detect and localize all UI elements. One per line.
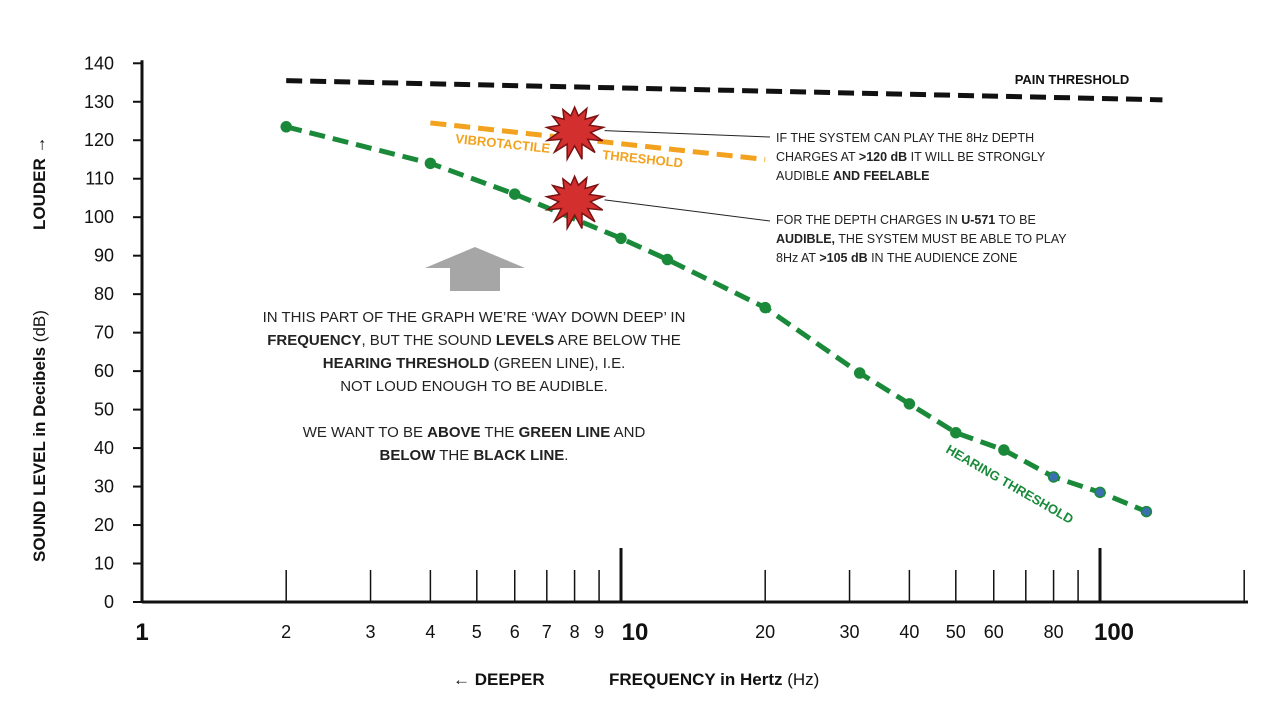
note-105-text: IN THE AUDIENCE ZONE	[867, 251, 1018, 265]
y-tick-label: 50	[94, 400, 114, 420]
starburst-120db-icon	[544, 105, 607, 162]
note-105-value: >105 dB	[819, 251, 868, 265]
data-point	[661, 253, 674, 266]
center-emph: LEVELS	[495, 332, 555, 349]
note-105-text: 8Hz AT	[776, 251, 820, 265]
center-emph: GREEN LINE	[518, 424, 611, 441]
data-point	[853, 367, 866, 379]
x-tick-label: 30	[840, 622, 860, 642]
x-tick-label: 80	[1044, 622, 1064, 642]
center-text: (GREEN LINE), I.E.	[489, 355, 626, 372]
note-105-text: FOR THE DEPTH CHARGES IN	[776, 213, 962, 227]
axes	[133, 60, 1248, 604]
starburst-105db-icon	[544, 174, 607, 232]
x-tick-label: 4	[425, 622, 435, 642]
data-point	[1140, 505, 1153, 518]
center-line4: NOT LOUD ENOUGH TO BE AUDIBLE.	[340, 378, 608, 395]
data-point	[950, 426, 962, 439]
data-point	[903, 398, 916, 410]
x-tick-label: 40	[899, 622, 919, 642]
y-tick-label: 120	[84, 130, 114, 150]
x-tick-label: 20	[755, 622, 775, 642]
data-point	[424, 157, 437, 170]
x-tick-label: 5	[472, 622, 482, 642]
note-120-emph: AND FEELABLE	[832, 169, 930, 183]
x-tick-label: 9	[594, 622, 604, 642]
louder-label: LOUDER →	[30, 137, 49, 231]
x-tick-label: 8	[570, 622, 580, 642]
note-120-line1: IF THE SYSTEM CAN PLAY THE 8Hz DEPTH	[776, 131, 1035, 145]
x-tick-label: 6	[510, 622, 520, 642]
note-120db: IF THE SYSTEM CAN PLAY THE 8Hz DEPTH CHA…	[776, 129, 1096, 186]
note-105-film: U-571	[961, 213, 996, 227]
center-text: .	[564, 447, 569, 464]
y-tick-label: 40	[94, 438, 114, 458]
center-emph: BLACK LINE	[473, 447, 565, 464]
center-emph: ABOVE	[427, 424, 481, 441]
note-120-text: AUDIBLE	[776, 169, 833, 183]
pain-threshold-line	[286, 78, 1163, 103]
center-explanation: IN THIS PART OF THE GRAPH WE’RE ‘WAY DOW…	[239, 306, 709, 467]
x-tick-label: 50	[946, 622, 966, 642]
note-105db: FOR THE DEPTH CHARGES IN U-571 TO BE AUD…	[776, 211, 1096, 268]
center-text: AND	[610, 424, 646, 441]
y-axis-label: SOUND LEVEL in Decibels (dB)	[30, 310, 49, 562]
note-120-value: >120 dB	[858, 150, 908, 164]
center-line1: IN THIS PART OF THE GRAPH WE’RE ‘WAY DOW…	[262, 309, 686, 326]
y-tick-label: 0	[104, 592, 114, 612]
x-tick-label: 10	[622, 619, 649, 646]
y-tick-label: 60	[94, 361, 114, 381]
y-tick-label: 140	[84, 53, 114, 73]
leader-lines	[604, 130, 771, 222]
y-tick-label: 100	[84, 207, 114, 227]
center-emph: BELOW	[379, 447, 436, 464]
y-tick-label: 110	[85, 169, 114, 189]
data-point	[759, 301, 771, 314]
data-point	[1094, 486, 1106, 499]
y-tick-label: 90	[94, 246, 114, 266]
center-text: THE	[480, 424, 519, 441]
data-point	[615, 232, 627, 245]
data-point	[1047, 471, 1060, 483]
vibrotactile-threshold-line	[430, 120, 766, 162]
center-text: , BUT THE SOUND	[361, 332, 496, 349]
x-tick-label: 1	[135, 619, 148, 646]
center-text: ARE BELOW THE	[554, 332, 681, 349]
x-tick-label: 7	[542, 622, 552, 642]
pain-threshold-label: PAIN THRESHOLD	[1015, 72, 1130, 87]
y-tick-label: 20	[94, 515, 114, 535]
note-105-emph: AUDIBLE,	[776, 232, 836, 246]
x-tick-labels: 1 2 3 4 5 6 7 8 9 10 20 30 40 50 60 80 100	[135, 619, 1134, 646]
center-emph: FREQUENCY	[267, 332, 362, 349]
note-120-text: CHARGES AT	[776, 150, 859, 164]
leader-line-105	[604, 199, 771, 222]
deeper-label: ← DEEPER	[453, 670, 545, 689]
markers-layer	[280, 121, 1153, 518]
data-point	[508, 188, 521, 200]
y-tick-label: 130	[84, 92, 114, 112]
center-text: WE WANT TO BE	[302, 424, 428, 441]
note-120-text: IT WILL BE STRONGLY	[907, 150, 1046, 164]
note-105-text: THE SYSTEM MUST BE ABLE TO PLAY	[835, 232, 1067, 246]
x-axis-label: FREQUENCY in Hertz (Hz)	[609, 670, 819, 689]
y-tick-label: 30	[94, 477, 114, 497]
x-tick-label: 60	[984, 622, 1004, 642]
data-point	[998, 444, 1010, 456]
data-point	[280, 121, 292, 133]
up-arrow-icon	[425, 247, 525, 291]
center-emph: HEARING THRESHOLD	[322, 355, 490, 372]
x-tick-label: 3	[366, 622, 376, 642]
starbursts	[544, 105, 607, 232]
center-text: THE	[435, 447, 474, 464]
y-tick-label: 80	[94, 284, 114, 304]
note-105-text: TO BE	[995, 213, 1036, 227]
x-tick-label: 100	[1094, 619, 1134, 646]
y-tick-label: 10	[94, 554, 114, 574]
x-tick-label: 2	[281, 622, 291, 642]
y-tick-labels: 0 10 20 30 40 50 60 70 80 90 100 110 120 130 140	[84, 53, 114, 612]
leader-line-120	[604, 130, 771, 138]
y-tick-label: 70	[94, 323, 114, 343]
